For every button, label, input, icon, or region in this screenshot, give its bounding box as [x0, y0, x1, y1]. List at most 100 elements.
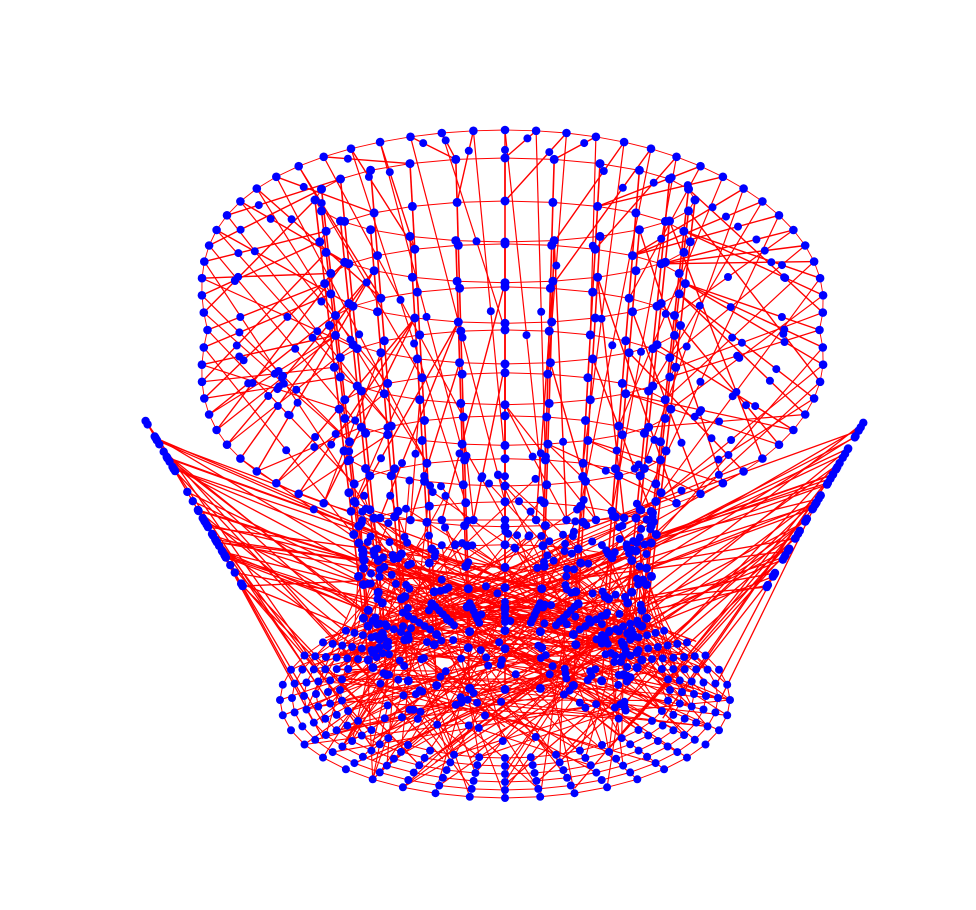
inner-column-node — [624, 293, 634, 303]
cone-flank-node — [850, 433, 859, 442]
lower-inner-node — [366, 532, 375, 541]
inner-ring-edge — [357, 340, 385, 350]
inner-column-node — [321, 247, 331, 257]
inner-column-node — [652, 301, 662, 311]
cone-flank-node — [214, 541, 224, 551]
inner-column-node — [331, 330, 340, 340]
bottom-ring-node — [332, 665, 341, 674]
inner-ring-edge — [462, 372, 506, 375]
inner-column-node — [651, 497, 661, 506]
fan-edge — [618, 176, 724, 427]
inner-column-node — [500, 411, 510, 421]
outer-shell-node — [406, 515, 415, 525]
bottom-ring-edge — [574, 786, 608, 794]
inner-column-node — [373, 251, 382, 261]
fan-mid-node — [235, 328, 244, 337]
lower-inner-edge — [420, 659, 471, 797]
lower-inner-node — [437, 636, 446, 645]
bottom-ring-node — [367, 746, 376, 755]
inner-column-edge — [635, 170, 641, 213]
lower-inner-edge — [402, 630, 610, 788]
inner-column-edge — [679, 283, 687, 326]
inner-column-edge — [618, 383, 624, 427]
inner-ring-edge — [380, 352, 418, 360]
inner-column-node — [349, 530, 359, 539]
bottom-ring-edge — [345, 768, 373, 780]
inner-column-node — [648, 344, 658, 354]
bottom-ring-node — [389, 754, 398, 763]
cone-edge — [325, 482, 829, 639]
outer-shell-node — [718, 172, 728, 182]
bottom-ring-node — [465, 599, 474, 608]
inner-ring-edge — [424, 416, 464, 421]
inner-ring-edge — [554, 235, 601, 242]
bottom-ring-node — [321, 731, 330, 739]
lower-inner-node — [456, 693, 465, 702]
inner-column-edge — [624, 352, 630, 394]
lower-inner-node — [626, 673, 635, 682]
inner-ring-edge — [549, 399, 591, 404]
bottom-ring-edge — [408, 779, 440, 786]
fan-edge — [547, 443, 677, 504]
lower-inner-node — [385, 650, 393, 659]
outer-shell-node — [222, 440, 232, 450]
outer-shell-node — [696, 161, 705, 171]
inner-ring-edge — [460, 329, 506, 332]
fan-mid-node — [728, 333, 737, 342]
inner-column-node — [568, 681, 578, 690]
fan-edge — [656, 344, 794, 431]
inner-column-edge — [684, 241, 691, 284]
outer-shell-node — [469, 515, 478, 525]
bottom-ring-edge — [630, 762, 656, 773]
outer-shell-node — [591, 515, 601, 525]
inner-column-edge — [621, 340, 627, 384]
fan-mid-node — [649, 178, 658, 187]
inner-column-edge — [591, 249, 596, 293]
inner-column-node — [407, 272, 417, 282]
cone-flank-node — [778, 555, 787, 564]
cone-edge — [570, 453, 846, 585]
cone-edge — [691, 573, 775, 681]
bottom-ring-node — [701, 740, 710, 749]
fan-edge — [203, 261, 375, 519]
inner-column-node — [500, 153, 510, 163]
bottom-ring-node — [703, 665, 712, 674]
bottom-ring-node — [570, 789, 579, 798]
lower-inner-edge — [504, 578, 638, 783]
outer-shell-node — [815, 377, 825, 387]
bottom-ring-node — [314, 702, 323, 711]
fan-mid-node — [667, 173, 676, 182]
fan-edge — [203, 293, 332, 349]
cone-flank-node — [762, 582, 771, 592]
cone-edge — [562, 457, 844, 755]
lower-inner-node — [543, 551, 552, 560]
fan-mid-node — [313, 327, 322, 336]
inner-column-node — [538, 541, 548, 551]
inner-column-node — [690, 195, 700, 205]
inner-ring-edge — [504, 402, 550, 406]
lower-inner-edge — [402, 566, 640, 788]
inner-column-node — [465, 627, 475, 637]
fan-edge — [441, 282, 506, 521]
lower-inner-node — [626, 651, 635, 660]
fan-edge — [661, 260, 815, 265]
bottom-ring-node — [663, 641, 672, 650]
bottom-ring-node — [605, 747, 613, 756]
inner-column-node — [349, 479, 359, 489]
outer-shell-node — [406, 132, 415, 142]
inner-ring-edge — [457, 200, 506, 203]
inner-column-node — [670, 330, 679, 340]
lower-inner-node — [510, 543, 519, 552]
outer-shell-node — [818, 308, 828, 317]
bottom-ring-node — [367, 726, 376, 734]
bottom-ring-node — [598, 631, 606, 639]
inner-column-node — [660, 216, 670, 226]
fan-mid-node — [410, 339, 419, 348]
outer-shell-node — [204, 410, 214, 419]
bottom-ring-edge — [332, 751, 355, 764]
inner-column-node — [451, 154, 461, 164]
fan-mid-node — [780, 338, 789, 346]
bottom-ring-node — [598, 741, 606, 749]
inner-ring-edge — [549, 330, 591, 336]
